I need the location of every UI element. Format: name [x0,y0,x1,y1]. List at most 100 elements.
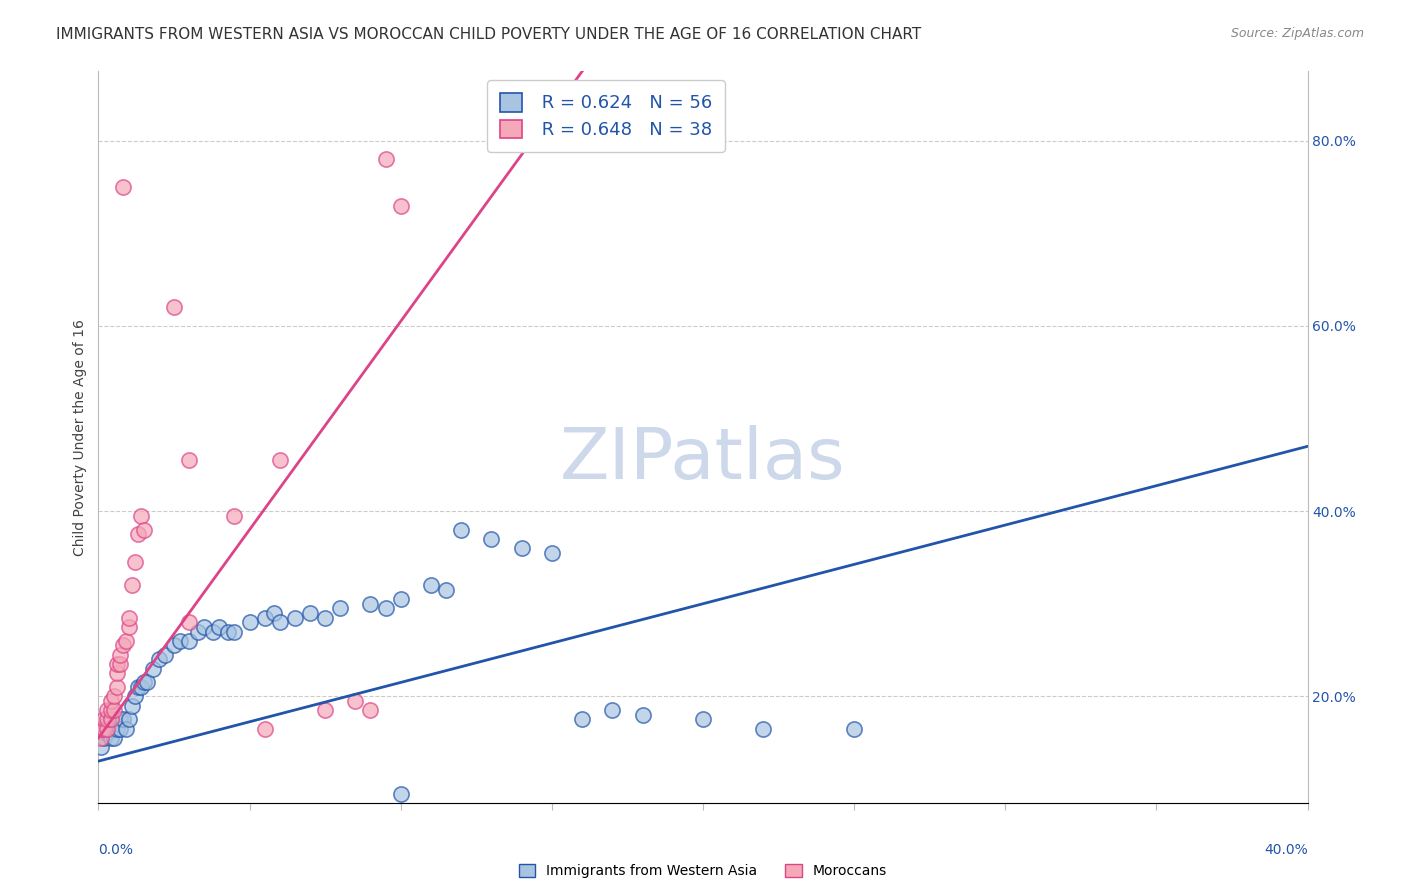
Point [103,703,125,717]
Point [108,722,131,736]
Legend: Immigrants from Western Asia, Moroccans: Immigrants from Western Asia, Moroccans [512,857,894,885]
Point [121,578,143,592]
Point [420,578,443,592]
Point [631,707,654,722]
Text: ZIPatlas: ZIPatlas [560,425,846,493]
Point [105,680,128,694]
Point [111,713,134,727]
Point [179,615,201,630]
Point [202,624,225,639]
Point [129,508,152,523]
Point [90,731,112,745]
Point [224,624,246,639]
Point [179,633,201,648]
Point [96,726,118,740]
Point [752,722,775,736]
Point [217,624,239,639]
Point [100,731,122,745]
Point [96,713,118,727]
Point [132,523,155,537]
Point [299,606,322,620]
Point [142,661,165,675]
Point [329,601,352,615]
Point [360,597,382,611]
Point [540,546,562,560]
Point [844,722,866,736]
Point [263,606,285,620]
Point [239,615,262,630]
Point [114,722,136,736]
Point [127,527,149,541]
Point [103,717,125,731]
Y-axis label: Child Poverty Under the Age of 16: Child Poverty Under the Age of 16 [73,318,87,556]
Point [93,722,115,736]
Point [434,582,457,597]
Point [360,703,382,717]
Point [118,620,141,634]
Point [571,713,593,727]
Point [108,713,131,727]
Point [111,180,134,194]
Point [163,639,186,653]
Point [269,615,291,630]
Point [148,652,170,666]
Point [187,624,209,639]
Point [121,698,143,713]
Point [111,639,134,653]
Point [510,541,533,556]
Point [450,523,472,537]
Point [193,620,215,634]
Point [224,508,246,523]
Point [169,633,191,648]
Point [96,703,118,717]
Text: Source: ZipAtlas.com: Source: ZipAtlas.com [1230,27,1364,40]
Point [108,648,131,662]
Point [179,453,201,467]
Point [253,722,276,736]
Text: 40.0%: 40.0% [1264,843,1308,857]
Point [269,453,291,467]
Point [127,680,149,694]
Point [374,601,396,615]
Point [103,690,125,704]
Point [389,592,412,607]
Point [90,740,112,755]
Point [124,555,146,569]
Point [100,694,122,708]
Point [100,703,122,717]
Point [314,703,336,717]
Point [389,787,412,801]
Point [389,199,412,213]
Point [100,722,122,736]
Point [105,657,128,671]
Legend:  R = 0.624   N = 56,  R = 0.648   N = 38: R = 0.624 N = 56, R = 0.648 N = 38 [488,80,725,152]
Point [374,153,396,167]
Text: IMMIGRANTS FROM WESTERN ASIA VS MOROCCAN CHILD POVERTY UNDER THE AGE OF 16 CORRE: IMMIGRANTS FROM WESTERN ASIA VS MOROCCAN… [56,27,921,42]
Point [135,675,157,690]
Point [284,610,307,624]
Point [208,620,231,634]
Point [93,731,115,745]
Point [314,610,336,624]
Point [96,717,118,731]
Point [96,722,118,736]
Point [692,713,714,727]
Point [118,610,141,624]
Point [93,713,115,727]
Point [132,675,155,690]
Point [253,610,276,624]
Point [129,680,152,694]
Point [602,703,624,717]
Point [114,633,136,648]
Point [105,666,128,681]
Point [163,301,186,315]
Point [100,713,122,727]
Point [90,722,112,736]
Point [105,722,128,736]
Point [118,713,141,727]
Point [124,690,146,704]
Text: 0.0%: 0.0% [98,843,134,857]
Point [344,694,367,708]
Point [153,648,176,662]
Point [481,532,503,546]
